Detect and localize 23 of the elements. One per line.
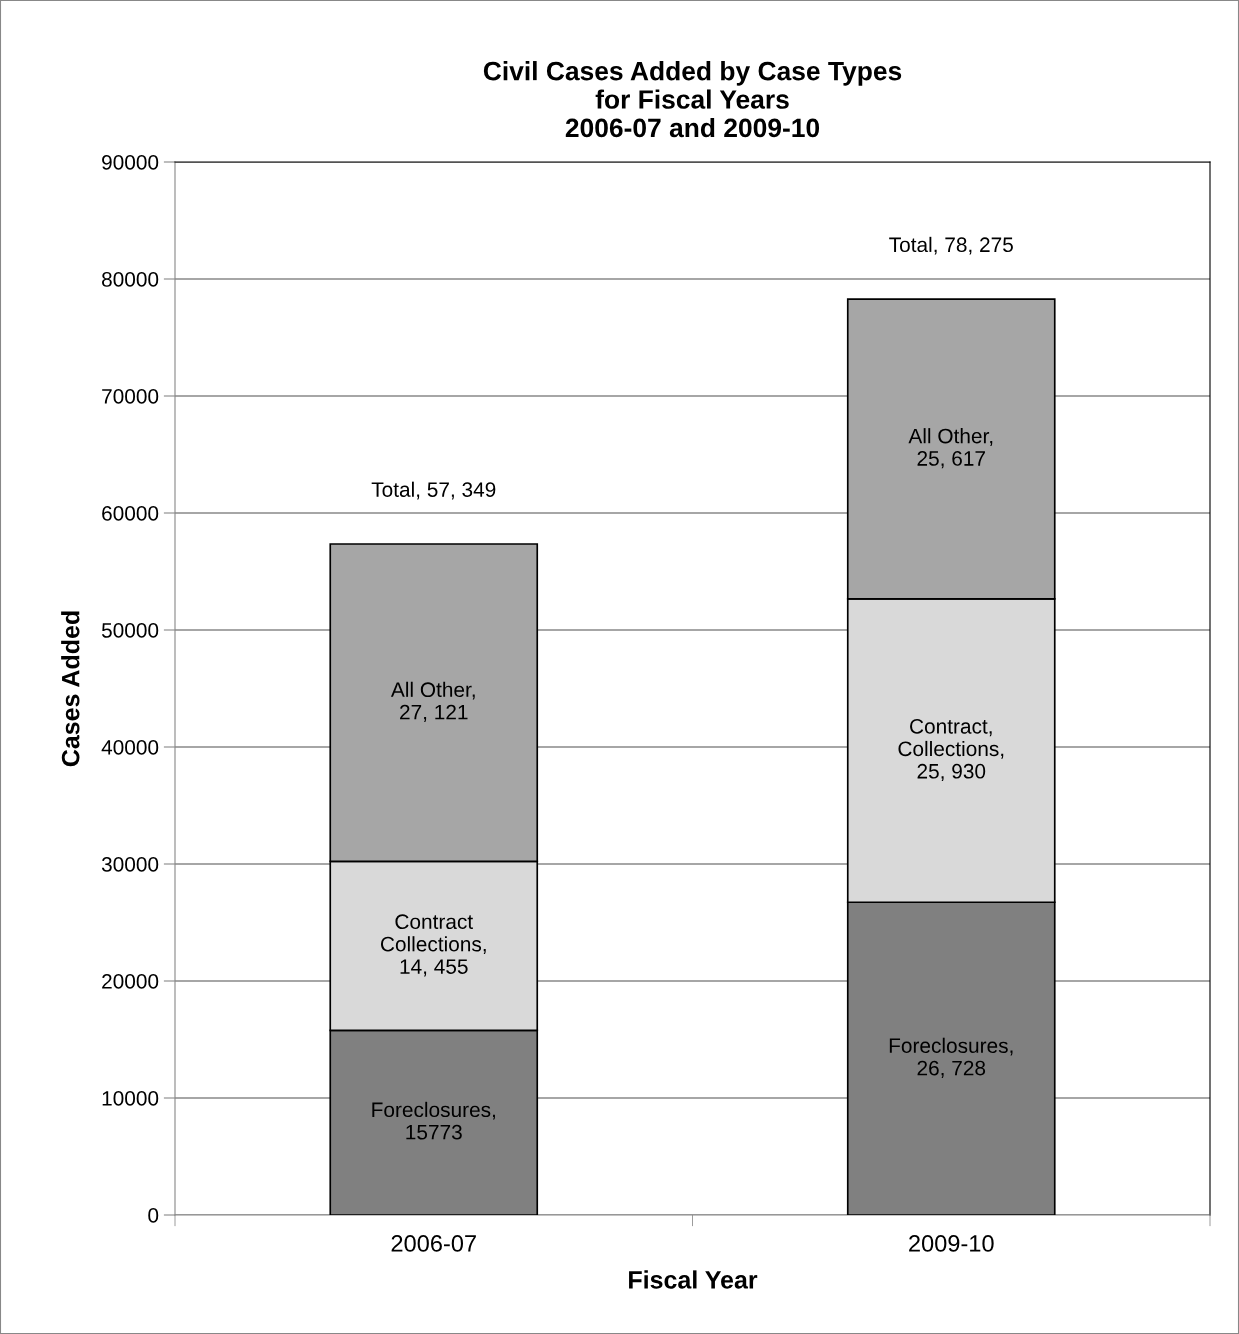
y-tick-label: 60000 bbox=[102, 506, 159, 521]
chart-title: Civil Cases Added by Case Types for Fiscal Years 2006-07 and 2009-10 bbox=[483, 61, 902, 138]
y-tick-label: 90000 bbox=[102, 155, 159, 170]
y-tick-label: 10000 bbox=[102, 1091, 159, 1106]
data-label: Foreclosures, 26, 728 bbox=[889, 1037, 1013, 1078]
data-label: All Other, 27, 121 bbox=[390, 681, 475, 722]
total-label: Total, 57, 349 bbox=[371, 481, 496, 500]
total-label: Total, 78, 275 bbox=[889, 236, 1013, 255]
y-tick-label: 70000 bbox=[102, 389, 159, 404]
x-tick-label: 2009-10 bbox=[909, 1235, 994, 1252]
data-label: Foreclosures, 15773 bbox=[372, 1101, 495, 1140]
x-tick-label: 2006-07 bbox=[391, 1235, 476, 1252]
data-label: Contract, Collections, 25, 930 bbox=[898, 718, 1004, 782]
y-tick-label: 20000 bbox=[102, 974, 159, 989]
y-tick-label: 80000 bbox=[102, 272, 159, 287]
x-axis-title: Fiscal Year bbox=[629, 1270, 758, 1289]
data-label: All Other, 25, 617 bbox=[908, 428, 993, 469]
y-axis-title: Cases Added bbox=[61, 611, 80, 767]
y-tick-label: 50000 bbox=[101, 623, 159, 638]
y-tick-label: 30000 bbox=[101, 857, 159, 872]
y-tick-label: 0 bbox=[148, 1208, 159, 1223]
data-label: Contract Collections, 14, 455 bbox=[380, 914, 486, 977]
y-tick-label: 40000 bbox=[101, 740, 159, 755]
